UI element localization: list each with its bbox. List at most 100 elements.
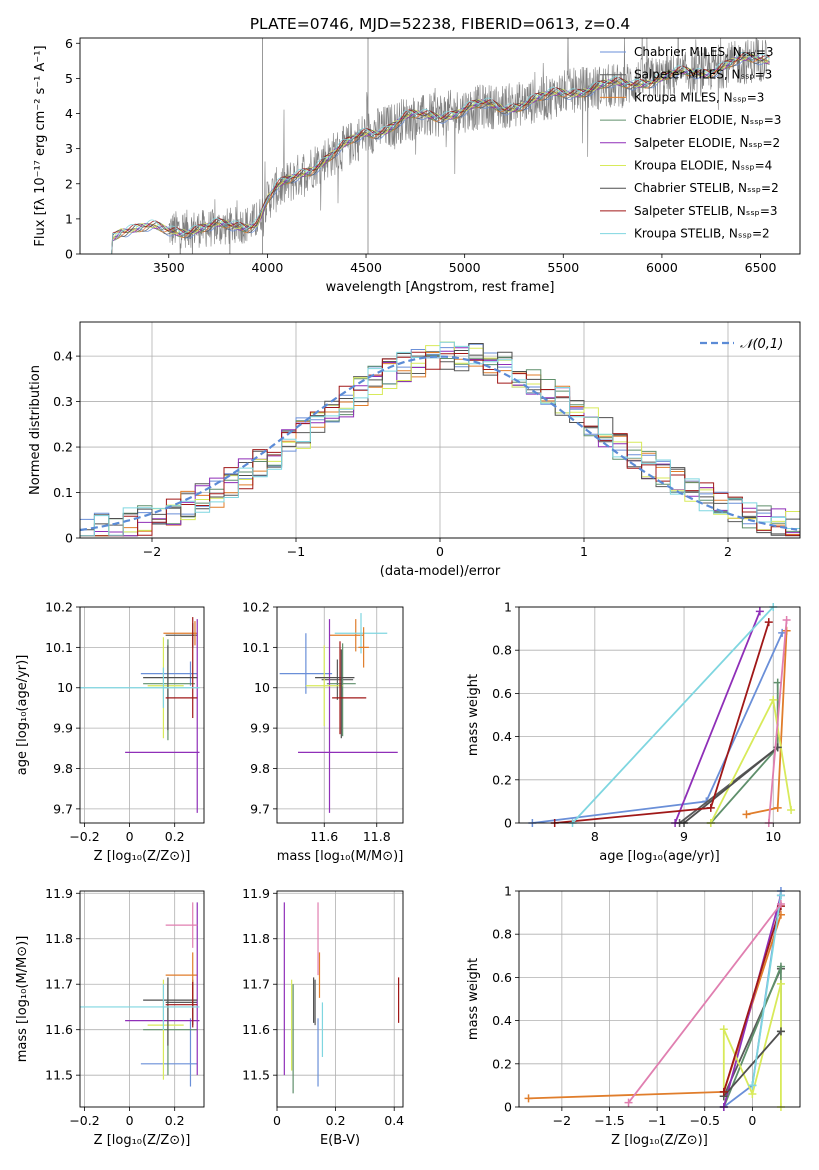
x-tick-label: 0.4 bbox=[384, 1113, 404, 1128]
x-tick-label: 6000 bbox=[646, 260, 678, 275]
plus-marker bbox=[769, 695, 778, 704]
legend-label: Chabrier STELIB, Nₛₛₚ=2 bbox=[634, 181, 779, 195]
errorbar-point bbox=[279, 633, 333, 694]
y-tick-label: 5 bbox=[65, 71, 73, 86]
plus-marker bbox=[787, 806, 796, 815]
x-tick-label: 0.2 bbox=[326, 1113, 346, 1128]
errorbar-point bbox=[143, 977, 198, 1046]
x-axis-label: Z [log₁₀(Z/Z⊙)] bbox=[94, 849, 191, 864]
y-tick-label: 0.8 bbox=[492, 927, 512, 942]
x-tick-label: 0 bbox=[273, 1113, 281, 1128]
plus-marker bbox=[748, 1090, 757, 1099]
plus-marker bbox=[748, 1081, 757, 1090]
errorbar-point bbox=[125, 619, 200, 813]
y-tick-label: 0.6 bbox=[492, 970, 512, 985]
x-tick-label: 0 bbox=[126, 829, 134, 844]
y-tick-label: 4 bbox=[65, 106, 73, 121]
errorbar-point bbox=[143, 639, 195, 741]
axes-frame bbox=[79, 37, 801, 255]
errorbar-point bbox=[143, 984, 198, 1076]
y-tick-label: 0.2 bbox=[492, 1056, 512, 1071]
y-tick-label: 10.1 bbox=[242, 640, 270, 655]
x-tick-label: 10 bbox=[765, 829, 781, 844]
x-tick-label: 0 bbox=[126, 1113, 134, 1128]
x-axis-label: age [log₁₀(age/yr)] bbox=[599, 849, 720, 864]
errorbar-point bbox=[125, 902, 200, 1076]
x-tick-label: −1 bbox=[648, 1113, 666, 1128]
axes-frame bbox=[518, 606, 801, 824]
residual-histogram bbox=[80, 351, 800, 537]
weight-line bbox=[571, 607, 774, 823]
y-tick-label: 11.5 bbox=[242, 1068, 270, 1083]
residual-histogram bbox=[80, 341, 800, 537]
weight-line bbox=[767, 619, 788, 823]
y-tick-label: 1 bbox=[504, 600, 512, 615]
x-tick-label: −1.5 bbox=[594, 1113, 624, 1128]
errorbar-point bbox=[163, 621, 198, 646]
y-tick-label: 9.9 bbox=[53, 721, 73, 736]
errorbar-point bbox=[305, 645, 343, 727]
y-tick-label: 1 bbox=[65, 211, 73, 226]
errorbar-point bbox=[80, 984, 200, 1030]
x-tick-label: 2 bbox=[724, 544, 732, 559]
plus-marker bbox=[773, 803, 782, 812]
x-tick-label: 6500 bbox=[745, 260, 777, 275]
axes-frame bbox=[276, 606, 404, 824]
plus-marker bbox=[782, 615, 791, 624]
errorbar-point bbox=[329, 619, 364, 652]
y-axis-label: mass weight bbox=[466, 674, 481, 756]
figure-title: PLATE=0746, MJD=52238, FIBERID=0613, z=0… bbox=[250, 15, 631, 33]
y-tick-label: 11.7 bbox=[45, 977, 73, 992]
errorbar-point bbox=[165, 617, 198, 719]
y-tick-label: 2 bbox=[65, 176, 73, 191]
axes-frame bbox=[79, 321, 801, 539]
x-tick-label: 4500 bbox=[350, 260, 382, 275]
x-tick-label: −1 bbox=[287, 544, 305, 559]
plus-marker bbox=[719, 1025, 728, 1034]
plus-marker bbox=[776, 891, 785, 900]
weight-line bbox=[627, 903, 782, 1104]
mass-vs-Z-panel: −0.2 0 0.2 11.5 11.6 11.7 11.8 11.9 Z [log₁₀(Z/Z… bbox=[15, 886, 205, 1148]
y-tick-label: 0 bbox=[65, 531, 73, 546]
plus-marker bbox=[706, 803, 715, 812]
plus-marker bbox=[742, 810, 751, 819]
x-axis-label: wavelength [Angstrom, rest frame] bbox=[326, 280, 555, 295]
x-axis-label: (data-model)/error bbox=[380, 564, 501, 579]
age-vs-Z-panel: −0.2 0 0.2 9.7 9.8 9.9 10 10.1 10.2 Z [log₁₀(Z/Z⊙… bbox=[15, 600, 205, 864]
errorbar-point bbox=[332, 641, 367, 735]
y-axis-label: Normed distribution bbox=[28, 365, 43, 495]
y-tick-label: 10.1 bbox=[45, 640, 73, 655]
plus-marker bbox=[776, 962, 785, 971]
legend-label: Chabrier MILES, Nₛₛₚ=3 bbox=[634, 45, 774, 59]
y-axis-label: Flux [fλ 10⁻¹⁷ erg cm⁻² s⁻¹ A⁻¹] bbox=[33, 45, 48, 246]
errorbar-point bbox=[165, 981, 198, 1028]
y-tick-label: 0 bbox=[504, 816, 512, 831]
x-tick-label: 1 bbox=[580, 544, 588, 559]
x-tick-label: 3500 bbox=[153, 260, 185, 275]
panels: 3500 4000 4500 5000 5500 6000 6500 0 1 2 3 4 5 6 wavel… bbox=[15, 36, 801, 1148]
legend-label: 𝒩(0,1) bbox=[740, 337, 783, 352]
y-tick-label: 10.2 bbox=[45, 600, 73, 615]
legend-label: Kroupa STELIB, Nₛₛₚ=2 bbox=[634, 227, 770, 241]
x-axis-label: mass [log₁₀(M/M⊙)] bbox=[277, 849, 404, 864]
x-tick-label: −0.5 bbox=[690, 1113, 720, 1128]
y-tick-label: 0 bbox=[65, 247, 73, 262]
y-tick-label: 9.7 bbox=[53, 801, 73, 816]
plus-marker bbox=[764, 618, 773, 627]
weight-line bbox=[746, 630, 788, 816]
x-tick-label: 5000 bbox=[449, 260, 481, 275]
y-axis-label: mass weight bbox=[466, 958, 481, 1040]
y-tick-label: 0.6 bbox=[492, 686, 512, 701]
weight-line bbox=[674, 610, 761, 823]
y-tick-label: 11.8 bbox=[45, 931, 73, 946]
y-tick-label: 0.8 bbox=[492, 643, 512, 658]
errorbar-point bbox=[358, 627, 369, 668]
plus-marker bbox=[755, 607, 764, 616]
y-tick-label: 10 bbox=[254, 680, 270, 695]
x-tick-label: −2 bbox=[143, 544, 161, 559]
x-axis-label: Z [log₁₀(Z/Z⊙)] bbox=[94, 1133, 191, 1148]
x-axis-label: E(B-V) bbox=[320, 1133, 360, 1148]
y-tick-label: 11.6 bbox=[242, 1022, 270, 1037]
y-tick-label: 10.2 bbox=[242, 600, 270, 615]
y-tick-label: 0.4 bbox=[53, 349, 73, 364]
